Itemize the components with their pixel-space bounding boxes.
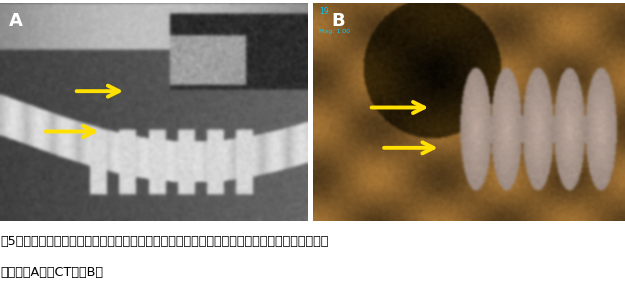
Text: 線写真（A）とCT像（B）: 線写真（A）とCT像（B） xyxy=(0,266,103,280)
Text: A: A xyxy=(9,12,23,30)
Text: 19: 19 xyxy=(319,7,328,16)
Text: 図5　埋伏した上下の親知らずおよび萦出異常を起こした手前の奥歯（第２大臼歯）のエックス: 図5 埋伏した上下の親知らずおよび萦出異常を起こした手前の奥歯（第２大臼歯）のエ… xyxy=(0,235,328,248)
Text: Mag: 1.00: Mag: 1.00 xyxy=(319,29,350,34)
Text: B: B xyxy=(331,12,345,30)
